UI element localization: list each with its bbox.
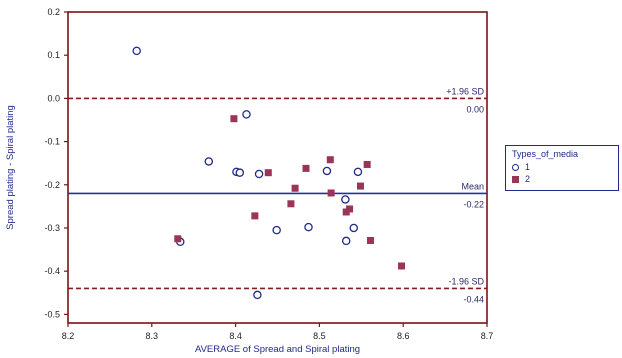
data-point-series-2 (291, 184, 299, 192)
x-tick-label: 8.4 (229, 331, 242, 341)
legend-item-2: 2 (512, 174, 530, 185)
data-point-series-2 (230, 115, 238, 123)
x-tick-label: 8.3 (146, 331, 159, 341)
x-tick-label: 8.5 (313, 331, 326, 341)
data-point-series-2 (356, 182, 364, 190)
y-axis-title: Spread plating - Spiral plating (5, 105, 16, 230)
legend-title: Types_of_media (512, 149, 579, 159)
data-point-series-1 (132, 46, 141, 56)
legend: Types_of_media 1 2 (505, 145, 619, 191)
data-point-series-1 (349, 223, 359, 233)
data-point-series-1 (242, 110, 251, 119)
data-point-series-2 (326, 156, 334, 164)
data-point-series-1 (272, 225, 281, 235)
reference-line-value: 0.00 (466, 104, 484, 114)
data-point-series-2 (346, 205, 354, 213)
y-tick-label: -0.5 (44, 309, 60, 319)
data-point-series-1 (304, 222, 313, 232)
data-point-series-2 (302, 164, 310, 172)
reference-line-value: -0.44 (463, 294, 484, 304)
data-point-series-1 (341, 236, 351, 246)
circle-marker-icon (512, 164, 519, 171)
reference-line-label: Mean (461, 181, 484, 191)
reference-line-value: -0.22 (463, 199, 484, 209)
data-point-series-2 (287, 200, 295, 208)
plot-frame (67, 11, 488, 324)
data-point-series-1 (253, 290, 262, 300)
data-point-series-2 (174, 235, 182, 243)
y-tick-label: 0.1 (47, 50, 60, 60)
legend-label-2: 2 (525, 174, 531, 184)
y-tick-label: 0.0 (47, 93, 60, 103)
plot-area: 0.2 0.1 0.0 -0.1 -0.2 -0.3 -0.4 -0.5 8.2 8.3 8.4 8.… (5, 7, 493, 355)
y-tick-label: -0.4 (44, 266, 60, 276)
y-tick-label: -0.1 (44, 137, 60, 147)
square-marker-icon (512, 176, 519, 183)
y-tick-label: -0.3 (44, 223, 60, 233)
data-point-series-2 (327, 189, 335, 197)
x-axis-title: AVERAGE of Spread and Spiral plating (195, 344, 360, 355)
reference-line-label: -1.96 SD (448, 276, 484, 286)
data-point-series-2 (367, 236, 375, 244)
data-point-series-1 (341, 195, 350, 204)
reference-line-label: +1.96 SD (446, 86, 484, 96)
y-tick-label: 0.2 (47, 7, 60, 17)
x-tick-label: 8.6 (397, 331, 410, 341)
legend-item-1: 1 (512, 162, 530, 173)
x-tick-label: 8.2 (62, 331, 75, 341)
data-point-series-1 (353, 167, 363, 177)
data-point-series-2 (363, 160, 371, 168)
data-point-series-1 (235, 168, 245, 177)
y-tick-label: -0.2 (44, 180, 60, 190)
data-point-series-2 (251, 212, 259, 220)
data-point-series-1 (322, 166, 332, 176)
x-tick-label: 8.7 (481, 331, 494, 341)
data-point-series-2 (264, 169, 272, 177)
data-point-series-2 (398, 262, 406, 270)
data-point-series-1 (204, 157, 214, 166)
legend-label-1: 1 (525, 162, 531, 172)
data-point-series-1 (254, 169, 264, 179)
